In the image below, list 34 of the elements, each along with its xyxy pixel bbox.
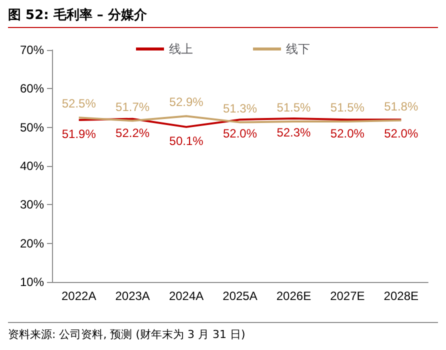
line-series bbox=[78, 117, 402, 128]
data-label: 50.1% bbox=[169, 134, 204, 148]
data-label: 51.9% bbox=[62, 126, 96, 141]
data-label: 52.3% bbox=[276, 125, 312, 140]
x-tick-label: 2024A bbox=[168, 289, 204, 303]
x-tick-label: 2028E bbox=[384, 289, 418, 303]
y-tick-label: 40% bbox=[20, 159, 44, 173]
y-tick-label: 70% bbox=[20, 43, 44, 57]
y-tick-label: 20% bbox=[20, 236, 44, 250]
x-tick-label: 2023A bbox=[115, 289, 150, 303]
y-tick-label: 50% bbox=[20, 120, 44, 134]
text: 资料来源: 公司资料, 预测 (财年末为 3 月 31 日) bbox=[8, 322, 438, 342]
line-series bbox=[78, 115, 402, 124]
data-label: 52.5% bbox=[62, 96, 96, 111]
data-label: 51.5% bbox=[276, 100, 312, 115]
data-label: 52.9% bbox=[169, 95, 204, 110]
data-label: 51.8% bbox=[384, 99, 418, 114]
data-label: 52.0% bbox=[330, 126, 365, 141]
data-label: 52.0% bbox=[222, 126, 258, 141]
chart-title: 图 52: 毛利率 – 分媒介 bbox=[8, 6, 438, 28]
data-label: 52.2% bbox=[116, 126, 150, 140]
x-tick-label: 2022A bbox=[62, 289, 96, 303]
data-label: 52.0% bbox=[384, 126, 418, 141]
data-label: 51.7% bbox=[116, 100, 150, 114]
y-tick-label: 60% bbox=[20, 82, 44, 96]
legend-label: 线上 bbox=[169, 42, 193, 56]
x-tick-label: 2025A bbox=[222, 289, 258, 303]
y-tick-label: 10% bbox=[20, 275, 44, 289]
x-tick-label: 2027E bbox=[330, 289, 365, 303]
data-label: 51.3% bbox=[222, 101, 258, 116]
y-tick-label: 30% bbox=[20, 198, 44, 212]
data-label: 51.5% bbox=[330, 100, 365, 115]
x-tick-label: 2026E bbox=[276, 289, 312, 303]
legend-label: 线下 bbox=[286, 42, 310, 56]
